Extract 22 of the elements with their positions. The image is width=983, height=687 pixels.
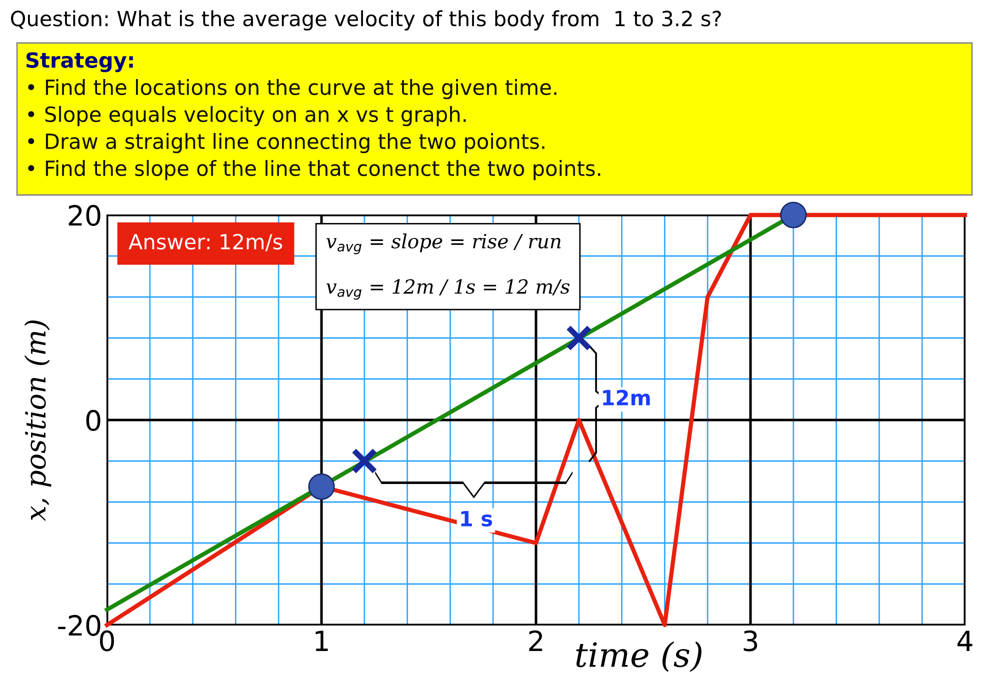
text: Strategy: • Find the locations on the curve at the given time. • Slope equals velocity on an x vs t graph. • Draw a straight line connecting the two poionts. • Find the slope of the line that conenct the two points.: [26, 52, 600, 180]
line-series: [104, 212, 968, 628]
point: [351, 448, 378, 474]
x-tick-label: 3: [744, 630, 758, 652]
point: [308, 473, 335, 500]
y-axis-title: x, position (m): [24, 320, 52, 522]
point: [780, 202, 807, 228]
y-tick-label: 0: [86, 410, 100, 431]
y-tick-label: -20: [58, 614, 100, 636]
point: [566, 324, 592, 352]
y-tick-label: 20: [68, 204, 100, 226]
x-tick-label: 2: [529, 630, 542, 651]
x-tick-label: 1: [316, 630, 328, 651]
annotation: 1 s: [461, 511, 492, 526]
x-tick-label: 4: [958, 630, 972, 651]
annotation: v$_{avg}$ = slope = rise / run: [326, 233, 561, 254]
chart-title: Question: What is the average velocity of this body from 1 to 3.2 s?: [11, 10, 721, 30]
x-tick-label: 0: [100, 630, 114, 652]
annotation: 12m: [603, 390, 650, 406]
annotation: Answer: 12m/s: [128, 234, 282, 252]
x-axis-title: time (s): [576, 641, 702, 672]
annotation: v$_{avg}$ = 12m / 1s = 12 m/s: [326, 279, 570, 300]
